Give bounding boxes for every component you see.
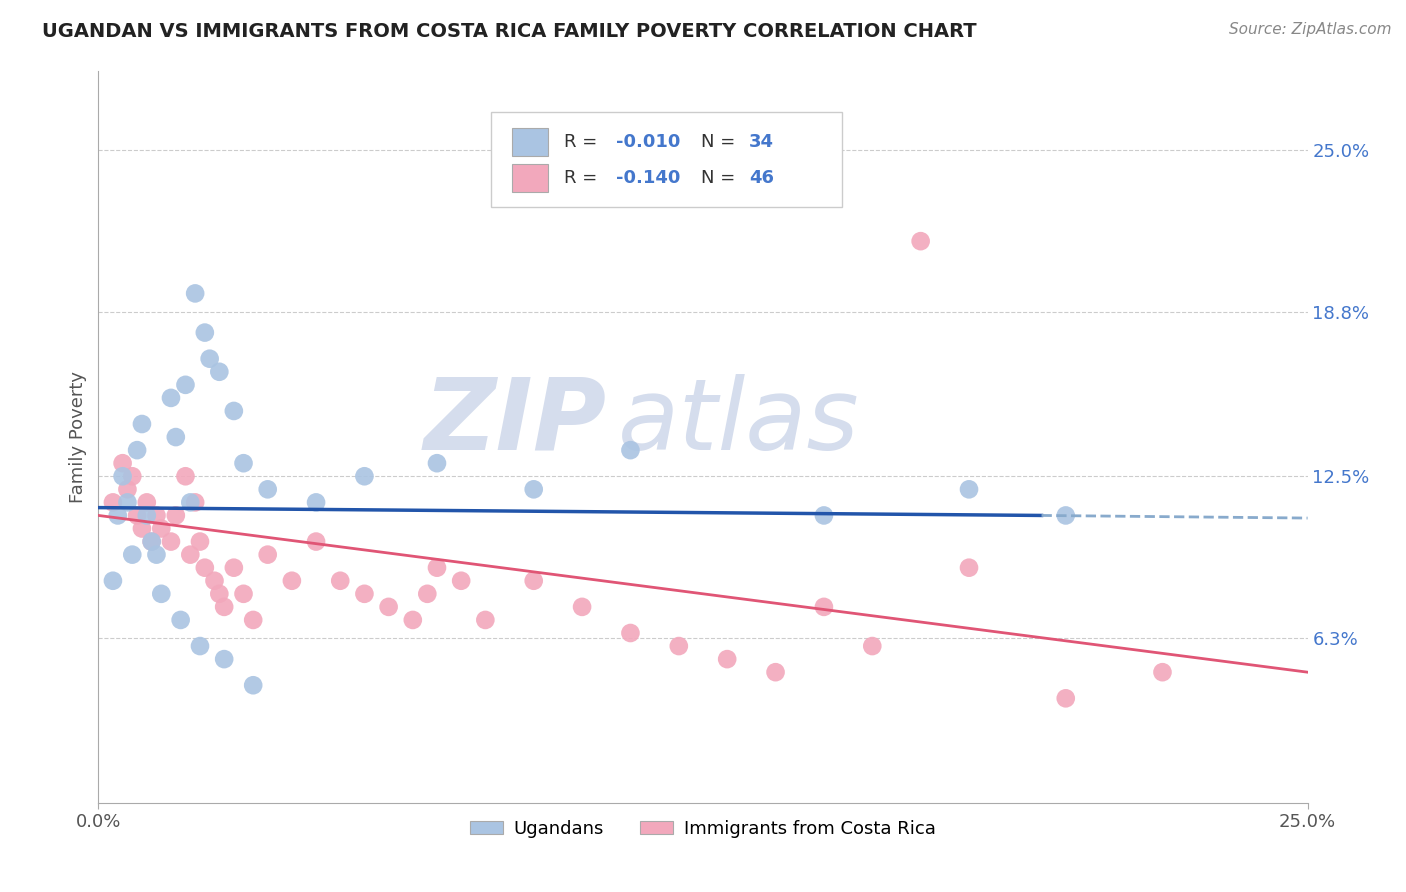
Point <box>571 599 593 614</box>
Point <box>813 508 835 523</box>
Text: N =: N = <box>700 133 741 152</box>
Point <box>523 574 546 588</box>
Point <box>813 599 835 614</box>
Point <box>222 560 245 574</box>
Point <box>127 508 149 523</box>
Point <box>910 234 932 248</box>
Point <box>141 534 163 549</box>
Text: atlas: atlas <box>619 374 860 471</box>
Point <box>305 534 328 549</box>
Point <box>141 534 163 549</box>
Text: ZIP: ZIP <box>423 374 606 471</box>
Text: 46: 46 <box>749 169 773 187</box>
Point <box>174 469 197 483</box>
Point <box>668 639 690 653</box>
Point <box>188 534 211 549</box>
Point <box>353 469 375 483</box>
Point <box>150 521 173 535</box>
Point <box>256 483 278 497</box>
Text: N =: N = <box>700 169 741 187</box>
Point <box>184 286 207 301</box>
Point <box>426 456 449 470</box>
Point <box>957 483 980 497</box>
Point <box>208 365 231 379</box>
Point <box>242 678 264 692</box>
Point <box>127 443 149 458</box>
Point <box>165 430 187 444</box>
Point <box>957 560 980 574</box>
Text: UGANDAN VS IMMIGRANTS FROM COSTA RICA FAMILY POVERTY CORRELATION CHART: UGANDAN VS IMMIGRANTS FROM COSTA RICA FA… <box>42 22 977 41</box>
Point <box>474 613 496 627</box>
Point <box>619 443 641 458</box>
Point <box>145 548 167 562</box>
Point <box>188 639 211 653</box>
Point <box>242 613 264 627</box>
Point <box>1152 665 1174 680</box>
Point <box>160 391 183 405</box>
Point <box>212 599 235 614</box>
Point <box>107 508 129 523</box>
Point <box>232 587 254 601</box>
FancyBboxPatch shape <box>492 112 842 207</box>
Text: Source: ZipAtlas.com: Source: ZipAtlas.com <box>1229 22 1392 37</box>
Point <box>135 508 157 523</box>
Point <box>117 483 139 497</box>
Point <box>165 508 187 523</box>
Point <box>121 469 143 483</box>
Point <box>256 548 278 562</box>
Point <box>450 574 472 588</box>
Point <box>117 495 139 509</box>
Point <box>121 548 143 562</box>
Text: -0.140: -0.140 <box>616 169 681 187</box>
Point <box>416 587 439 601</box>
Point <box>131 521 153 535</box>
Text: -0.010: -0.010 <box>616 133 681 152</box>
Point <box>111 456 134 470</box>
Point <box>1054 691 1077 706</box>
Point <box>1054 508 1077 523</box>
Point <box>426 560 449 574</box>
Point <box>212 652 235 666</box>
Point <box>377 599 399 614</box>
Point <box>523 483 546 497</box>
FancyBboxPatch shape <box>512 128 548 156</box>
Text: R =: R = <box>564 133 603 152</box>
Point <box>101 574 124 588</box>
Point <box>174 377 197 392</box>
Point <box>160 534 183 549</box>
Point <box>194 560 217 574</box>
Point <box>198 351 221 366</box>
Point <box>716 652 738 666</box>
Point <box>169 613 191 627</box>
Point <box>194 326 217 340</box>
Point <box>208 587 231 601</box>
Point <box>860 639 883 653</box>
Point <box>131 417 153 431</box>
FancyBboxPatch shape <box>512 164 548 192</box>
Point <box>281 574 304 588</box>
Point <box>329 574 352 588</box>
Text: 34: 34 <box>749 133 773 152</box>
Point <box>204 574 226 588</box>
Point <box>222 404 245 418</box>
Legend: Ugandans, Immigrants from Costa Rica: Ugandans, Immigrants from Costa Rica <box>463 813 943 845</box>
Point <box>232 456 254 470</box>
Point <box>179 548 201 562</box>
Point <box>145 508 167 523</box>
Point <box>765 665 787 680</box>
Point <box>101 495 124 509</box>
Point <box>179 495 201 509</box>
Point <box>150 587 173 601</box>
Point <box>402 613 425 627</box>
Y-axis label: Family Poverty: Family Poverty <box>69 371 87 503</box>
Point <box>353 587 375 601</box>
Point <box>184 495 207 509</box>
Point <box>135 495 157 509</box>
Point <box>305 495 328 509</box>
Point <box>619 626 641 640</box>
Text: R =: R = <box>564 169 603 187</box>
Point <box>111 469 134 483</box>
